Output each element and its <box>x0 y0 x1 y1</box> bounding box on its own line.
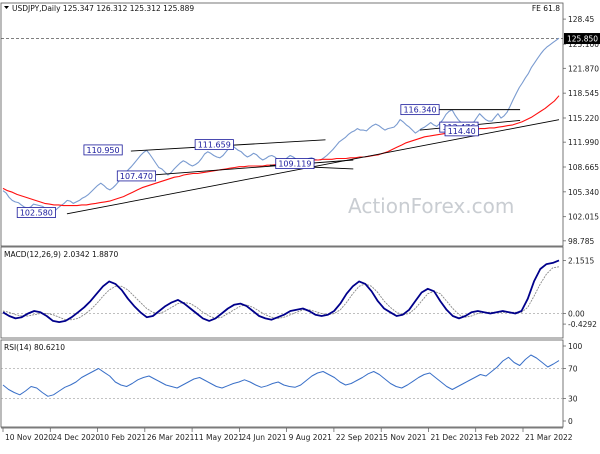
rsi-tick-label-2: 30 <box>568 395 578 404</box>
price-label-5: 116.340 <box>403 106 436 115</box>
price-tick-label-4: 115.220 <box>568 114 599 123</box>
price-label-1: 111.659 <box>198 141 231 150</box>
x-tick-label-11: 21 Mar 2022 <box>525 433 573 442</box>
price-label-box-5 <box>400 104 440 116</box>
x-tick-label-6: 9 Aug 2021 <box>289 433 332 442</box>
macd-tick-label-2: -0.4292 <box>568 320 597 329</box>
x-tick-label-8: 5 Nov 2021 <box>383 433 426 442</box>
price-label-box-2 <box>116 170 156 182</box>
macd-tick-label-1: 0.00 <box>568 309 585 318</box>
price-tick-label-9: 98.785 <box>568 237 594 246</box>
macd-panel-title: MACD(12,26,9) 2.0342 1.8870 <box>4 250 118 259</box>
price-tick-label-7: 105.340 <box>568 188 599 197</box>
rsi-tick-label-1: 70 <box>568 365 578 374</box>
panel-dropdown-icon <box>4 6 9 9</box>
x-tick-label-0: 10 Nov 2020 <box>5 433 53 442</box>
current-price-badge-label: 125.850 <box>567 35 598 44</box>
x-tick-label-4: 11 May 2021 <box>194 433 243 442</box>
price-label-0: 110.950 <box>87 146 120 155</box>
macd-signal-line <box>2 266 560 321</box>
rsi-panel-title: RSI(14) 80.6210 <box>4 343 65 352</box>
price-label-7: 114.40 <box>448 127 476 136</box>
x-tick-label-5: 24 Jun 2021 <box>241 433 286 442</box>
fe-label: FE 61.8 <box>532 4 560 13</box>
price-tick-label-6: 108.665 <box>568 163 599 172</box>
price-tick-label-3: 118.545 <box>568 89 599 98</box>
price-label-box-7 <box>444 125 479 137</box>
x-tick-label-7: 22 Sep 2021 <box>336 433 384 442</box>
price-label-4: 109.119 <box>278 160 311 169</box>
price-tick-label-0: 128.45 <box>568 15 594 24</box>
rsi-line <box>2 354 560 397</box>
rsi-tick-label-0: 100 <box>568 342 583 351</box>
macd-line <box>2 259 560 324</box>
x-tick-label-2: 10 Feb 2021 <box>100 433 147 442</box>
price-label-box-0 <box>83 144 123 156</box>
price-label-box-3 <box>16 207 56 218</box>
price-tick-label-1: 125.100 <box>568 40 599 49</box>
x-tick-label-3: 26 Mar 2021 <box>147 433 195 442</box>
price-tick-label-8: 102.015 <box>568 213 599 222</box>
price-tick-label-2: 121.870 <box>568 64 599 73</box>
price-label-box-4 <box>275 158 315 169</box>
rsi-tick-label-3: 0 <box>568 417 573 426</box>
trendline-2 <box>153 159 354 176</box>
x-tick-label-9: 21 Dec 2021 <box>430 433 478 442</box>
macd-tick-label-0: 2.1515 <box>568 256 594 265</box>
price-tick-label-5: 111.990 <box>568 138 599 147</box>
current-price-badge <box>564 33 600 45</box>
price-label-box-1 <box>194 139 234 151</box>
watermark-text: ActionForex.com <box>348 194 514 218</box>
price-label-3: 102.580 <box>20 208 53 217</box>
x-tick-label-1: 24 Dec 2020 <box>52 433 100 442</box>
price-panel-title: USDJPY,Daily 125.347 126.312 125.312 125… <box>12 4 194 13</box>
panel-frame-macd <box>0 246 564 339</box>
price-label-2: 107.470 <box>120 172 153 181</box>
x-tick-label-10: 3 Feb 2022 <box>478 433 520 442</box>
